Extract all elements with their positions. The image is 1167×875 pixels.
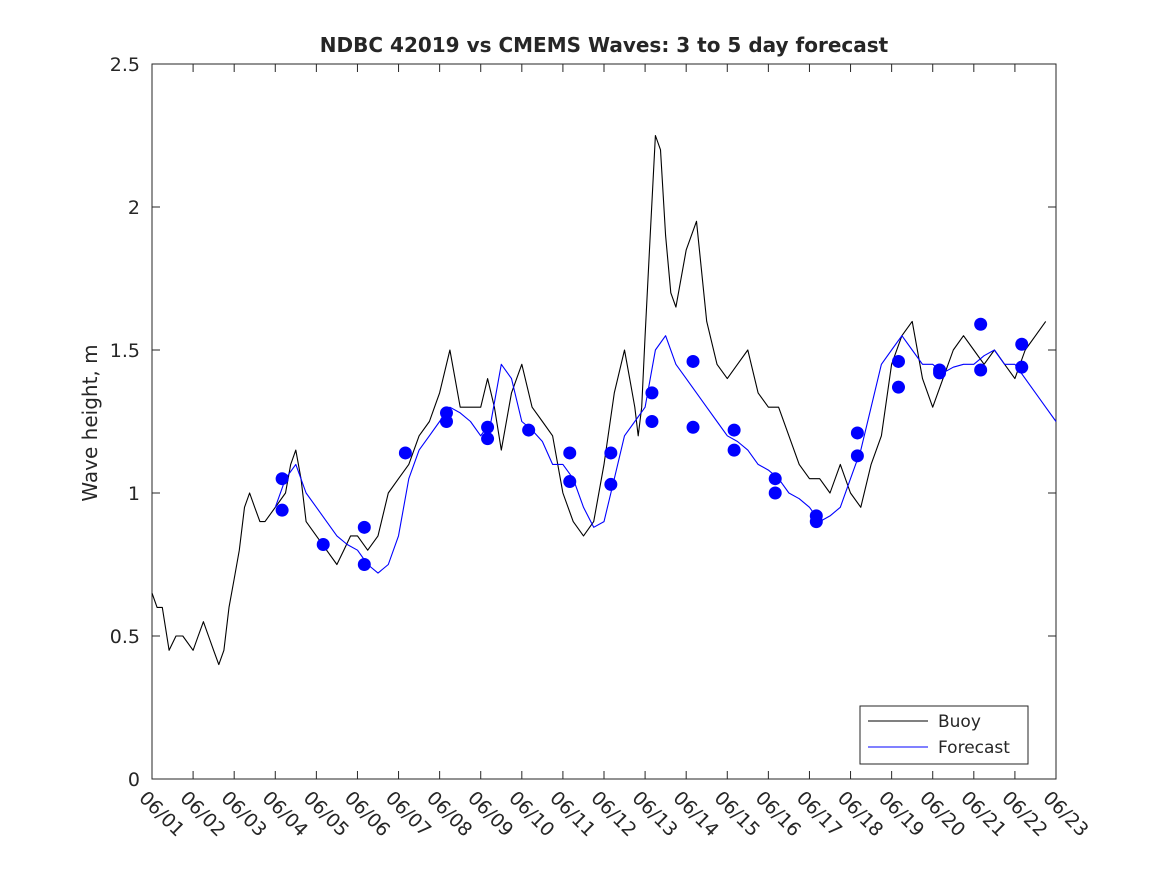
legend-label: Forecast [938,738,1010,758]
forecast-point [357,520,371,534]
forecast-point [645,415,659,428]
forecast-point [727,443,741,457]
forecast-point [809,515,823,529]
forecast-point [604,446,618,460]
legend-box [859,705,1029,765]
y-tick-label: 1 [128,483,140,505]
forecast-point [727,423,741,437]
y-tick-label: 2.5 [110,54,140,76]
forecast-point [1015,337,1029,351]
forecast-point [974,363,988,377]
forecast-point [275,472,289,486]
forecast-point [481,432,495,446]
legend-label: Buoy [938,712,981,732]
forecast-point [850,426,864,440]
legend: Buoy Forecast [859,705,1029,765]
forecast-point [891,354,905,368]
axes-box [151,63,1057,780]
forecast-point [686,420,700,434]
forecast-point [563,446,577,460]
series-line-forecast [274,335,1057,574]
y-tick-label: 0 [128,769,140,791]
forecast-point [563,475,577,489]
forecast-point [686,354,700,368]
forecast-point [850,449,864,463]
forecast-point [1015,360,1029,374]
y-tick-label: 1.5 [110,340,140,362]
chart-title: NDBC 42019 vs CMEMS Waves: 3 to 5 day fo… [320,33,889,57]
forecast-point [768,486,782,500]
forecast-point [522,423,536,437]
forecast-point [316,537,330,551]
forecast-point [439,415,453,428]
forecast-point [645,386,659,400]
y-tick-label: 0.5 [110,626,140,648]
forecast-point [398,446,412,460]
forecast-point [891,380,905,394]
forecast-point [604,477,618,491]
forecast-point [275,503,289,517]
y-axis-label: Wave height, m [78,344,102,501]
forecast-point [357,558,371,571]
forecast-point [481,420,495,434]
forecast-point [768,472,782,486]
forecast-point [933,366,947,380]
y-tick-label: 2 [128,197,140,219]
forecast-point [974,317,988,331]
